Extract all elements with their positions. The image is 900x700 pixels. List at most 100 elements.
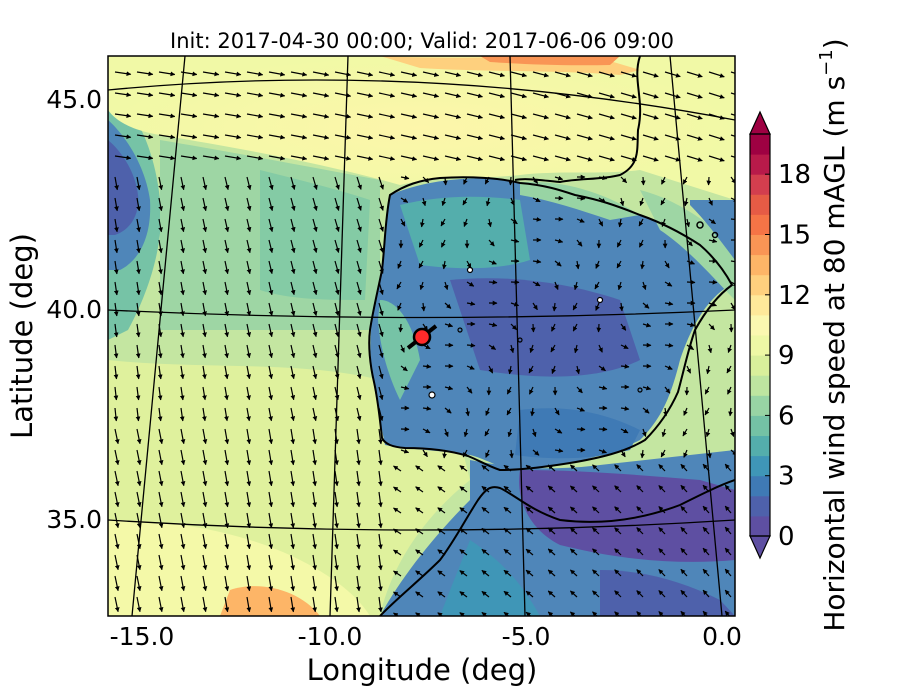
- wind-arrow: [598, 197, 606, 203]
- wind-arrow: [437, 486, 446, 493]
- wind-arrow: [466, 281, 475, 287]
- wind-arrow: [378, 575, 383, 592]
- wind-arrow: [268, 554, 274, 571]
- wind-arrow: [462, 197, 468, 206]
- wind-arrow: [378, 281, 384, 295]
- colorbar-segment: [750, 234, 770, 256]
- wind-arrow: [135, 386, 141, 401]
- wind-arrow: [506, 407, 512, 416]
- wind-arrow: [180, 113, 198, 119]
- wind-arrow: [268, 113, 286, 119]
- site-marker-dot: [412, 327, 432, 347]
- wind-arrow: [658, 590, 666, 598]
- wind-arrow: [485, 407, 490, 416]
- wind-arrow: [532, 302, 538, 311]
- colorbar-segment: [750, 395, 770, 416]
- wind-arrow: [224, 512, 230, 529]
- wind-arrow: [686, 134, 703, 141]
- wind-arrow: [224, 596, 230, 613]
- colorbar-tick-label: 6: [778, 401, 795, 431]
- wind-arrow: [664, 113, 681, 120]
- wind-arrow: [113, 302, 119, 317]
- colorbar-segment: [750, 475, 770, 497]
- wind-arrow: [547, 506, 556, 514]
- wind-arrow: [136, 176, 141, 191]
- wind-arrow: [641, 281, 647, 291]
- wind-arrow: [437, 507, 446, 514]
- wind-arrow: [532, 71, 549, 78]
- wind-arrow: [290, 281, 296, 296]
- wind-arrow: [114, 155, 132, 161]
- wind-arrow: [614, 506, 622, 514]
- wind-arrow: [575, 365, 581, 375]
- wind-arrow: [400, 448, 410, 454]
- wind-arrow: [202, 344, 207, 359]
- wind-arrow: [334, 491, 339, 508]
- wind-arrow: [114, 218, 119, 233]
- wind-arrow: [290, 533, 296, 550]
- wind-arrow: [638, 239, 644, 248]
- wind-arrow: [158, 260, 163, 275]
- wind-arrow: [312, 344, 318, 359]
- wind-arrow: [113, 281, 119, 296]
- wind-arrow: [510, 238, 520, 244]
- wind-arrow: [290, 470, 296, 487]
- wind-arrow: [640, 176, 646, 186]
- wind-arrow: [378, 239, 384, 253]
- wind-arrow: [312, 197, 318, 211]
- wind-arrow: [444, 428, 449, 437]
- wind-arrow: [334, 155, 352, 161]
- wind-arrow: [158, 596, 164, 613]
- wind-arrow: [180, 71, 198, 77]
- wind-arrow: [572, 323, 578, 332]
- wind-arrow: [680, 484, 688, 493]
- wind-arrow: [614, 527, 622, 535]
- wind-arrow: [180, 197, 186, 212]
- wind-arrow: [158, 239, 163, 254]
- wind-arrow: [573, 281, 579, 291]
- wind-arrow: [396, 281, 402, 290]
- wind-arrow: [136, 92, 154, 98]
- wind-arrow: [268, 281, 274, 296]
- wind-arrow: [532, 176, 539, 184]
- wind-arrow: [397, 260, 402, 269]
- wind-arrow: [620, 71, 637, 78]
- wind-arrow: [224, 533, 230, 550]
- wind-arrow: [356, 281, 362, 295]
- colorbar-max-extension: [749, 110, 771, 135]
- wind-arrow: [442, 176, 448, 186]
- wind-arrow: [356, 176, 362, 190]
- wind-arrow: [529, 344, 535, 354]
- wind-arrow: [290, 71, 308, 77]
- wind-arrow: [554, 113, 571, 120]
- wind-arrow: [268, 344, 274, 359]
- wind-arrow: [730, 449, 735, 456]
- wind-arrow: [547, 548, 556, 556]
- wind-arrow: [442, 260, 447, 270]
- wind-arrow: [268, 134, 286, 140]
- wind-arrow: [290, 176, 296, 190]
- wind-arrow: [158, 302, 163, 317]
- wind-arrow: [702, 589, 710, 598]
- wind-arrow: [400, 344, 405, 353]
- wind-arrow: [312, 470, 318, 487]
- wind-arrow: [378, 71, 396, 77]
- wind-arrow: [202, 428, 208, 445]
- wind-arrow: [528, 365, 534, 374]
- wind-arrow: [180, 239, 186, 254]
- wind-arrow: [224, 428, 230, 445]
- wind-arrow: [356, 449, 361, 466]
- wind-arrow: [730, 155, 735, 158]
- wind-arrow: [202, 281, 208, 296]
- wind-arrow: [418, 239, 424, 248]
- wind-arrow: [290, 449, 296, 466]
- wind-arrow: [706, 176, 712, 186]
- wind-arrow: [180, 344, 185, 359]
- wind-arrow: [702, 526, 710, 535]
- wind-arrow: [525, 548, 534, 556]
- wind-arrow: [554, 428, 563, 434]
- wind-arrow: [202, 218, 208, 233]
- x-tick-label: -15.0: [110, 622, 175, 651]
- wind-arrow: [466, 155, 483, 162]
- wind-arrow: [525, 485, 534, 493]
